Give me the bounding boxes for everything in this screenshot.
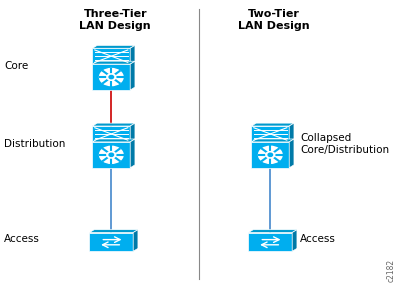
Polygon shape <box>130 139 135 168</box>
Circle shape <box>99 69 123 86</box>
Polygon shape <box>130 123 135 142</box>
Polygon shape <box>252 142 289 168</box>
Polygon shape <box>292 230 297 251</box>
Polygon shape <box>92 139 135 142</box>
Polygon shape <box>90 233 133 251</box>
Text: Two-Tier
LAN Design: Two-Tier LAN Design <box>238 9 310 31</box>
Circle shape <box>258 146 282 163</box>
Polygon shape <box>130 45 135 64</box>
Circle shape <box>266 151 275 158</box>
Text: Three-Tier
LAN Design: Three-Tier LAN Design <box>79 9 151 31</box>
Polygon shape <box>252 123 294 126</box>
Polygon shape <box>252 139 294 142</box>
Polygon shape <box>252 126 289 142</box>
Polygon shape <box>92 45 135 48</box>
Polygon shape <box>92 64 130 90</box>
Circle shape <box>99 146 123 163</box>
Text: Access: Access <box>300 234 336 244</box>
Polygon shape <box>90 230 138 233</box>
Text: Collapsed
Core/Distribution: Collapsed Core/Distribution <box>300 133 389 155</box>
Polygon shape <box>248 233 292 251</box>
Polygon shape <box>92 142 130 168</box>
Text: Distribution: Distribution <box>4 139 65 149</box>
Circle shape <box>109 75 114 79</box>
Polygon shape <box>289 123 294 142</box>
Polygon shape <box>248 230 297 233</box>
Circle shape <box>268 153 272 156</box>
Polygon shape <box>289 139 294 168</box>
Polygon shape <box>92 61 135 64</box>
Circle shape <box>109 153 114 156</box>
Circle shape <box>107 151 116 158</box>
Text: Access: Access <box>4 234 40 244</box>
Polygon shape <box>133 230 138 251</box>
Polygon shape <box>92 48 130 64</box>
Circle shape <box>107 74 116 80</box>
Text: c2182: c2182 <box>387 259 396 282</box>
Polygon shape <box>92 126 130 142</box>
Polygon shape <box>130 61 135 90</box>
Polygon shape <box>92 123 135 126</box>
Text: Core: Core <box>4 61 28 71</box>
